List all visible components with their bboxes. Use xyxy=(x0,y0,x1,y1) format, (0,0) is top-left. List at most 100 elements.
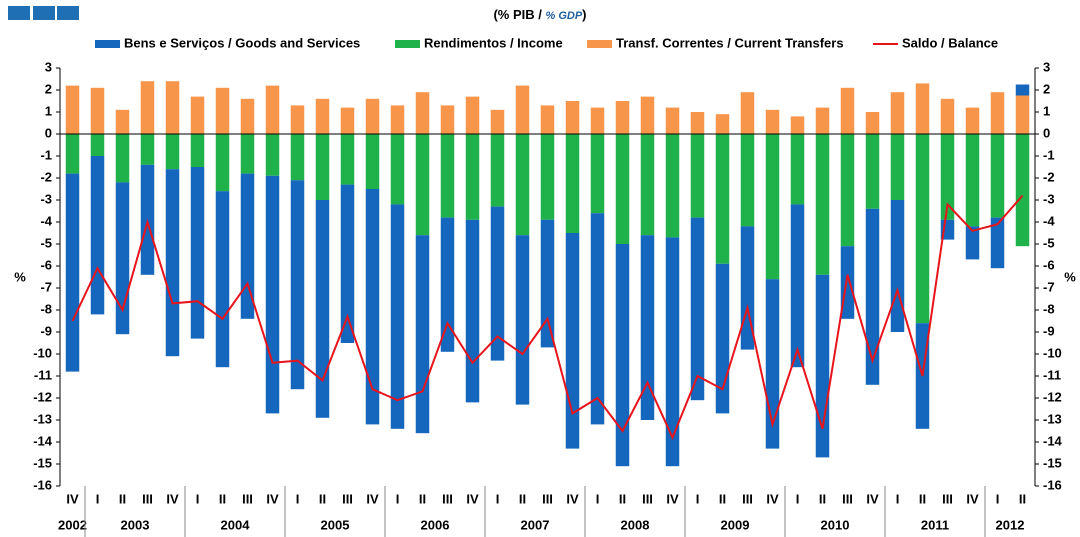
bar xyxy=(215,87,230,134)
bar xyxy=(615,101,630,134)
x-tick-label: III xyxy=(342,491,353,506)
bar xyxy=(915,83,930,134)
bar xyxy=(665,237,680,467)
bar xyxy=(740,134,755,227)
x-tick-label: IV xyxy=(566,491,579,506)
y-tick-label: -3 xyxy=(40,191,52,206)
y2-tick-label: -8 xyxy=(1043,301,1055,316)
bar xyxy=(790,134,805,205)
bar xyxy=(240,173,255,319)
y2-tick-label: -2 xyxy=(1043,169,1055,184)
y-tick-label: -1 xyxy=(40,147,52,162)
x-tick-label: I xyxy=(796,491,800,506)
bar xyxy=(990,217,1005,269)
bar xyxy=(740,92,755,134)
y-tick-label: -8 xyxy=(40,301,52,316)
bar xyxy=(265,175,280,414)
bar xyxy=(65,134,80,174)
bar xyxy=(90,87,105,134)
y-tick-label: -5 xyxy=(40,235,52,250)
x-tick-label: IV xyxy=(166,491,179,506)
title-part: % GDP xyxy=(545,10,582,22)
bar xyxy=(590,134,605,214)
x-tick-label: II xyxy=(419,491,426,506)
bar xyxy=(365,134,380,189)
bar xyxy=(440,217,455,352)
bar xyxy=(65,85,80,134)
bar xyxy=(190,167,205,339)
y-tick-label: -13 xyxy=(33,411,52,426)
y-tick-label: -12 xyxy=(33,389,52,404)
y-tick-label: -9 xyxy=(40,323,52,338)
bar xyxy=(240,134,255,174)
x-tick-label: I xyxy=(196,491,200,506)
bar xyxy=(890,200,905,332)
bar xyxy=(140,134,155,165)
x-tick-label: III xyxy=(142,491,153,506)
y-tick-label: 1 xyxy=(45,103,52,118)
bar xyxy=(590,213,605,425)
x-tick-label: III xyxy=(442,491,453,506)
bar xyxy=(765,109,780,134)
x-tick-label: III xyxy=(542,491,553,506)
y2-tick-label: -14 xyxy=(1043,433,1063,448)
bar xyxy=(815,134,830,275)
y2-tick-label: -7 xyxy=(1043,279,1055,294)
bar xyxy=(540,134,555,220)
x-tick-label: II xyxy=(519,491,526,506)
y2-tick-label: -10 xyxy=(1043,345,1062,360)
bar xyxy=(165,169,180,357)
bar xyxy=(465,219,480,403)
bar xyxy=(165,81,180,134)
x-tick-label: II xyxy=(1019,491,1026,506)
bar xyxy=(515,235,530,405)
y2-tick-label: 0 xyxy=(1043,125,1050,140)
bar xyxy=(540,219,555,348)
x-tick-label: I xyxy=(396,491,400,506)
year-label: 2002 xyxy=(58,517,87,532)
bar xyxy=(315,134,330,200)
bar xyxy=(640,235,655,420)
y-tick-label: -11 xyxy=(34,367,52,382)
bar xyxy=(515,85,530,134)
bar xyxy=(690,134,705,218)
bar xyxy=(615,244,630,467)
bar xyxy=(215,191,230,368)
bar xyxy=(1015,84,1030,96)
logo-block xyxy=(33,6,55,20)
x-tick-label: I xyxy=(896,491,900,506)
bar xyxy=(765,134,780,280)
x-tick-label: IV xyxy=(966,491,979,506)
bar xyxy=(915,134,930,324)
y2-tick-label: 1 xyxy=(1043,103,1050,118)
bar xyxy=(965,134,980,227)
y-tick-label: -14 xyxy=(33,433,53,448)
y-tick-label: -7 xyxy=(40,279,52,294)
year-label: 2011 xyxy=(921,517,949,532)
bar xyxy=(815,274,830,458)
bar xyxy=(1015,134,1030,247)
x-tick-label: II xyxy=(219,491,226,506)
bar xyxy=(190,96,205,134)
year-label: 2005 xyxy=(321,517,350,532)
bar xyxy=(415,92,430,134)
year-label: 2006 xyxy=(421,517,450,532)
bar xyxy=(690,217,705,401)
bar xyxy=(565,134,580,233)
bar xyxy=(415,235,430,434)
bar xyxy=(215,134,230,192)
x-tick-label: II xyxy=(819,491,826,506)
x-tick-label: II xyxy=(919,491,926,506)
x-tick-label: II xyxy=(619,491,626,506)
y2-tick-label: 3 xyxy=(1043,59,1050,74)
bar xyxy=(440,134,455,218)
bar xyxy=(640,96,655,134)
bar xyxy=(440,105,455,134)
x-tick-label: I xyxy=(596,491,600,506)
y-tick-label: -16 xyxy=(33,477,52,492)
y2-tick-label: -11 xyxy=(1043,367,1061,382)
bar xyxy=(565,101,580,134)
x-tick-label: II xyxy=(119,491,126,506)
bar xyxy=(390,105,405,134)
bar xyxy=(990,134,1005,218)
